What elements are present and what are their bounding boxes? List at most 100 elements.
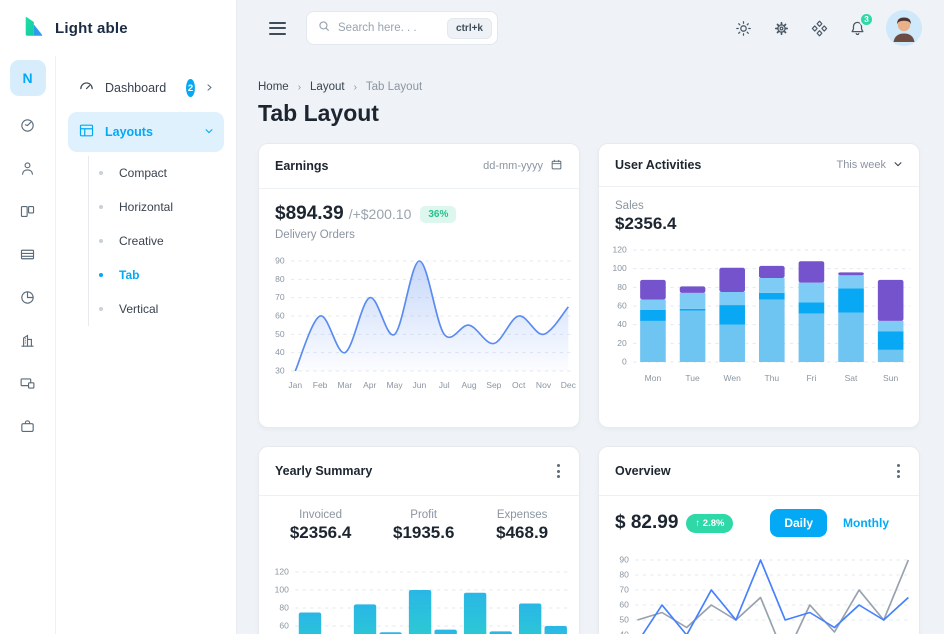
icon-rail: N [0, 56, 56, 634]
svg-text:50: 50 [275, 330, 285, 339]
svg-text:Sep: Sep [486, 381, 502, 390]
layout-icon [78, 122, 95, 142]
brand-logo-icon [20, 13, 46, 44]
brand[interactable]: Light able [0, 0, 236, 56]
overview-tabs: Daily Monthly [770, 509, 903, 537]
svg-text:80: 80 [619, 571, 629, 580]
svg-text:90: 90 [275, 257, 285, 266]
svg-text:60: 60 [619, 601, 629, 610]
svg-text:60: 60 [279, 622, 289, 631]
stat-label: Profit [410, 509, 438, 521]
card-title: Earnings [275, 159, 329, 173]
submenu-item-compact[interactable]: Compact [89, 156, 224, 190]
breadcrumb-current: Tab Layout [365, 81, 423, 93]
date-placeholder: dd-mm-yyyy [483, 160, 543, 172]
submenu-label: Tab [119, 268, 140, 282]
svg-text:May: May [387, 381, 404, 390]
date-picker[interactable]: dd-mm-yyyy [483, 158, 563, 174]
dashboard-badge: 2 [186, 79, 195, 97]
svg-text:Tue: Tue [685, 374, 700, 383]
tab-daily[interactable]: Daily [770, 509, 827, 537]
notification-bell-icon[interactable]: 3 [848, 11, 874, 38]
theme-sun-icon[interactable] [734, 19, 753, 38]
apps-diamond-icon[interactable] [810, 19, 829, 38]
card-title: User Activities [615, 158, 702, 172]
breadcrumb-layout[interactable]: Layout [310, 81, 345, 93]
submenu-item-horizontal[interactable]: Horizontal [89, 190, 224, 224]
yearly-stats: Invoiced $2356.4 Profit $1935.6 Expenses… [259, 496, 579, 545]
svg-text:50: 50 [619, 616, 629, 625]
overview-card: Overview $ 82.99 ↑ 2.8% Daily Monthly 40… [598, 446, 920, 634]
earnings-delta: /+$200.10 [348, 206, 412, 222]
bullet-icon [99, 307, 103, 311]
notification-count-badge: 3 [859, 11, 874, 27]
brand-name: Light able [55, 19, 128, 37]
chevron-right-icon [205, 81, 214, 95]
svg-text:120: 120 [612, 246, 627, 255]
sidebar-item-label: Dashboard [105, 81, 167, 95]
user-avatar[interactable] [886, 10, 922, 46]
svg-text:Nov: Nov [536, 381, 552, 390]
menu-toggle-icon[interactable] [265, 18, 290, 39]
svg-text:0: 0 [622, 358, 627, 367]
breadcrumb-home[interactable]: Home [258, 81, 289, 93]
sidebar-item-layouts[interactable]: Layouts [68, 112, 224, 152]
search-input[interactable] [338, 22, 441, 34]
building-icon[interactable] [0, 319, 55, 362]
table-icon[interactable] [0, 233, 55, 276]
breadcrumb: Home › Layout › Tab Layout [258, 81, 920, 93]
svg-text:100: 100 [275, 586, 290, 595]
submenu-item-tab[interactable]: Tab [89, 258, 224, 292]
bullet-icon [99, 273, 103, 277]
sidebar-item-dashboard[interactable]: Dashboard 2 [68, 68, 224, 108]
search-shortcut-kbd[interactable]: ctrl+k [447, 17, 492, 39]
user-activities-card: User Activities This week Sales $2356.4 … [598, 143, 920, 428]
sidebar-menu: Dashboard 2 Layouts Compact Horizontal C… [56, 56, 236, 634]
layouts-submenu: Compact Horizontal Creative Tab Vertical [88, 156, 224, 326]
settings-gear-icon[interactable] [772, 19, 791, 38]
breadcrumb-separator: › [353, 81, 357, 93]
svg-text:80: 80 [275, 275, 285, 284]
svg-text:60: 60 [617, 302, 627, 311]
workspace-tile[interactable]: N [9, 60, 46, 96]
card-title: Yearly Summary [275, 464, 373, 478]
earnings-percent-badge: 36% [420, 205, 457, 223]
clock-icon[interactable] [0, 104, 55, 147]
svg-text:Fri: Fri [806, 374, 816, 383]
svg-text:100: 100 [612, 264, 627, 273]
range-dropdown[interactable]: This week [836, 159, 903, 172]
chevron-down-icon [204, 125, 214, 139]
stat-profit: Profit $1935.6 [393, 509, 454, 543]
svg-text:Thu: Thu [764, 374, 779, 383]
tab-monthly[interactable]: Monthly [829, 509, 903, 537]
svg-text:Oct: Oct [512, 381, 526, 390]
kanban-icon[interactable] [0, 190, 55, 233]
briefcase-icon[interactable] [0, 405, 55, 448]
page-title: Tab Layout [258, 100, 379, 126]
topbar-actions: 3 [734, 10, 922, 46]
user-icon[interactable] [0, 147, 55, 190]
card-title: Overview [615, 464, 671, 478]
submenu-label: Creative [119, 234, 164, 248]
earnings-amount: $894.39 [275, 203, 344, 224]
chart-pie-icon[interactable] [0, 276, 55, 319]
search-box[interactable]: ctrl+k [306, 11, 498, 45]
yearly-summary-card: Yearly Summary Invoiced $2356.4 Profit $… [258, 446, 580, 634]
earnings-subtitle: Delivery Orders [275, 229, 355, 241]
bullet-icon [99, 171, 103, 175]
submenu-item-creative[interactable]: Creative [89, 224, 224, 258]
submenu-item-vertical[interactable]: Vertical [89, 292, 224, 326]
svg-text:Dec: Dec [561, 381, 576, 390]
svg-text:Apr: Apr [363, 381, 377, 390]
devices-icon[interactable] [0, 362, 55, 405]
svg-text:Sun: Sun [883, 374, 899, 383]
submenu-label: Horizontal [119, 200, 174, 214]
gauge-icon [78, 78, 95, 98]
stat-expenses: Expenses $468.9 [496, 509, 548, 543]
kebab-menu-icon[interactable] [894, 461, 903, 481]
stat-value: $1935.6 [392, 523, 455, 542]
breadcrumb-separator: › [297, 81, 302, 93]
stat-label: Invoiced [299, 509, 342, 521]
kebab-menu-icon[interactable] [554, 461, 563, 481]
